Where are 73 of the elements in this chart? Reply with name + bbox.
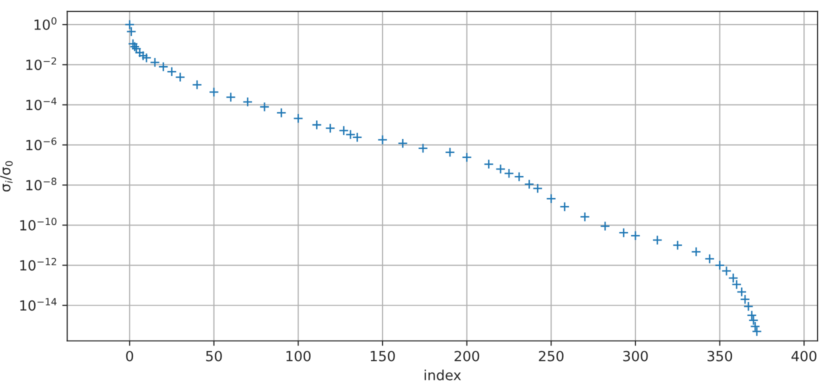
- point: [714, 260, 725, 270]
- point: [750, 321, 760, 332]
- point: [352, 132, 362, 142]
- x-tick-label: 0: [126, 350, 134, 362]
- point: [618, 228, 629, 238]
- point: [524, 179, 534, 190]
- point: [600, 221, 610, 232]
- point: [484, 159, 494, 170]
- point: [532, 183, 543, 194]
- point: [259, 102, 270, 112]
- x-tick-label: 350: [708, 350, 732, 362]
- point: [630, 230, 641, 241]
- y-tick-label: 10$^{−10}$: [20, 218, 56, 231]
- x-tick-label: 50: [206, 350, 222, 362]
- point: [746, 310, 757, 320]
- point: [398, 138, 408, 148]
- point: [325, 123, 336, 134]
- point: [672, 240, 683, 250]
- point: [208, 87, 220, 98]
- x-tick-label: 100: [286, 350, 311, 362]
- x-axis-title: index: [424, 370, 461, 380]
- point: [495, 164, 506, 174]
- point: [752, 326, 762, 337]
- point: [192, 80, 202, 90]
- point: [128, 38, 138, 49]
- x-tick-label: 400: [791, 350, 816, 362]
- point: [743, 301, 754, 312]
- point: [293, 113, 304, 124]
- point: [141, 52, 152, 63]
- point: [732, 279, 742, 290]
- point: [338, 125, 349, 136]
- point: [721, 266, 732, 276]
- point: [345, 129, 356, 140]
- point: [704, 254, 715, 264]
- y-tick-label: 10$^{−6}$: [26, 138, 56, 150]
- point: [226, 92, 236, 102]
- x-tick-label: 150: [370, 350, 395, 362]
- y-tick-label: 10$^{−4}$: [26, 98, 56, 110]
- point: [462, 152, 472, 162]
- point: [736, 286, 747, 297]
- point: [377, 134, 388, 145]
- point: [560, 202, 570, 212]
- x-tick-label: 300: [623, 350, 648, 362]
- point: [134, 48, 145, 58]
- y-tick-label: 10$^{−14}$: [20, 298, 57, 311]
- point: [504, 168, 514, 178]
- point: [166, 66, 177, 77]
- y-axis-title: σ$_{i}$/σ$_{0}$: [0, 161, 13, 192]
- point: [175, 72, 186, 82]
- point: [124, 20, 135, 30]
- point: [444, 147, 456, 158]
- point: [691, 246, 702, 257]
- point: [728, 272, 738, 284]
- y-tick-label: 10$^{−8}$: [26, 178, 56, 190]
- x-tick-label: 200: [454, 350, 480, 362]
- point: [546, 194, 556, 204]
- point: [126, 26, 136, 37]
- point: [138, 50, 148, 61]
- point: [740, 294, 750, 304]
- y-tick-label: 10$^{0}$: [34, 17, 56, 30]
- point: [748, 315, 759, 326]
- point: [276, 108, 286, 118]
- y-tick-label: 10$^{−2}$: [26, 57, 56, 70]
- point: [580, 212, 590, 222]
- point: [242, 96, 253, 107]
- x-tick-label: 250: [538, 350, 564, 362]
- point: [158, 62, 168, 72]
- point: [418, 143, 428, 154]
- point: [652, 235, 662, 246]
- point: [150, 57, 160, 68]
- point: [514, 172, 524, 182]
- point: [312, 120, 322, 130]
- y-tick-label: 10$^{−12}$: [20, 258, 56, 271]
